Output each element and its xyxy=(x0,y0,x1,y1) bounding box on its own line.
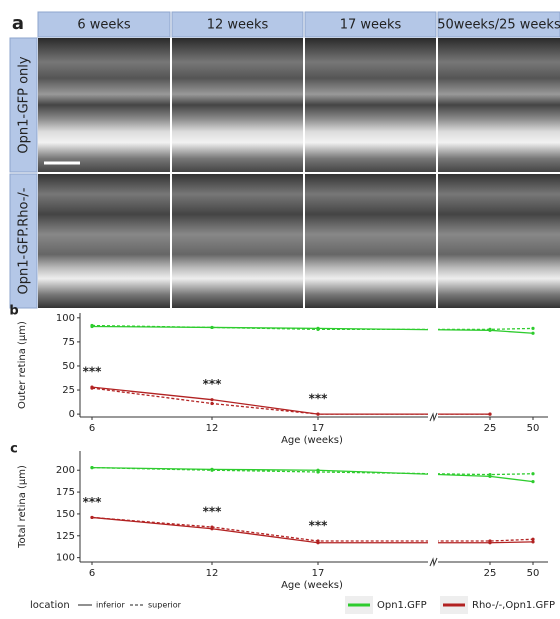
data-point xyxy=(90,323,94,328)
data-point xyxy=(316,327,320,331)
x-tick-label: 50 xyxy=(527,568,540,579)
column-header-bg xyxy=(171,11,304,38)
row-header-bg xyxy=(9,37,38,173)
series-line xyxy=(91,466,534,483)
data-point xyxy=(90,386,94,390)
column-header: 6 weeks xyxy=(77,18,131,33)
data-point xyxy=(488,327,492,331)
oct-image xyxy=(438,38,560,172)
y-tick-label: 125 xyxy=(56,531,75,542)
significance: *** xyxy=(203,377,223,391)
data-point xyxy=(488,539,492,543)
y-tick-label: 150 xyxy=(56,509,75,520)
data-point xyxy=(210,398,214,402)
y-axis-title: Outer retina (μm) xyxy=(17,321,28,409)
panel-letter: c xyxy=(10,442,18,457)
data-point xyxy=(210,468,214,472)
axis-break-mark xyxy=(429,557,438,567)
significance: *** xyxy=(309,392,329,406)
axis-break xyxy=(428,451,438,566)
significance: *** xyxy=(309,519,329,533)
x-tick-label: 12 xyxy=(206,423,219,434)
y-tick-label: 175 xyxy=(56,487,75,498)
data-point xyxy=(531,331,535,335)
x-tick-label: 6 xyxy=(89,423,95,434)
data-point xyxy=(316,470,320,474)
data-point xyxy=(90,515,94,520)
data-point xyxy=(531,540,535,544)
series-line xyxy=(91,387,490,415)
oct-image xyxy=(438,174,560,308)
x-tick-label: 25 xyxy=(484,423,497,434)
column-header-bg xyxy=(304,11,437,38)
column-header: 17 weeks xyxy=(340,18,402,33)
legend-label: superior xyxy=(148,601,182,610)
y-tick-label: 200 xyxy=(56,465,75,476)
data-point xyxy=(210,525,214,529)
data-point xyxy=(488,472,492,477)
data-point xyxy=(90,466,94,470)
row-header: Opn1-GFP.Rho-/- xyxy=(17,187,32,294)
oct-image xyxy=(305,174,436,308)
significance: *** xyxy=(83,365,103,379)
x-tick-label: 12 xyxy=(206,568,219,579)
series-line xyxy=(91,386,490,415)
data-point xyxy=(531,326,535,331)
significance: *** xyxy=(83,495,103,509)
y-axis-title: Total retina (μm) xyxy=(17,465,28,549)
data-point xyxy=(488,412,492,416)
oct-image xyxy=(38,38,170,172)
data-point xyxy=(531,472,535,476)
row-header-bg xyxy=(9,173,38,309)
x-tick-label: 17 xyxy=(312,568,325,579)
y-tick-label: 50 xyxy=(62,361,75,372)
oct-image xyxy=(305,38,436,172)
axis-break xyxy=(428,313,438,421)
data-point xyxy=(531,479,535,484)
legend-label: Opn1.GFP xyxy=(377,600,427,611)
y-tick-label: 25 xyxy=(62,385,75,396)
axis-break-mark xyxy=(429,412,438,422)
y-tick-label: 100 xyxy=(56,553,75,564)
y-tick-label: 75 xyxy=(62,337,75,348)
data-point xyxy=(316,412,320,416)
x-axis-title: Age (weeks) xyxy=(281,435,343,446)
y-tick-label: 100 xyxy=(56,313,75,324)
panel-letter: b xyxy=(9,304,18,319)
x-tick-label: 25 xyxy=(484,568,497,579)
column-header: 12 weeks xyxy=(207,18,269,33)
x-tick-label: 17 xyxy=(312,423,325,434)
x-axis-title: Age (weeks) xyxy=(281,580,343,591)
column-header-bg xyxy=(37,11,171,38)
legend-label: inferior xyxy=(96,601,125,610)
oct-image xyxy=(172,38,303,172)
oct-image xyxy=(38,174,170,308)
data-point xyxy=(210,401,214,406)
legend-title: location xyxy=(30,600,70,611)
panel-a: 6 weeks 12 weeks 17 weeks 50weeks/25 weeks O… xyxy=(9,11,560,309)
legend: location inferior superior Opn1.GFP Rho-/-,O… xyxy=(30,596,555,614)
column-header: 50weeks/25 weeks xyxy=(437,18,560,33)
data-point xyxy=(210,325,214,330)
oct-image xyxy=(172,174,303,308)
y-tick-label: 0 xyxy=(69,409,75,420)
data-point xyxy=(531,537,535,541)
column-header-bg xyxy=(437,11,560,38)
charts: b 0 25 50 75 100 Outer retina (μm) 6 12 17 25 50 Age… xyxy=(9,304,548,591)
legend-label: Rho-/-,Opn1.GFP xyxy=(472,600,555,611)
x-tick-label: 50 xyxy=(527,423,540,434)
row-header: Opn1-GFP only xyxy=(17,56,32,153)
panel-letter: a xyxy=(12,13,24,34)
series-line xyxy=(91,466,534,476)
x-tick-label: 6 xyxy=(89,568,95,579)
data-point xyxy=(316,539,320,543)
significance: *** xyxy=(203,505,223,519)
